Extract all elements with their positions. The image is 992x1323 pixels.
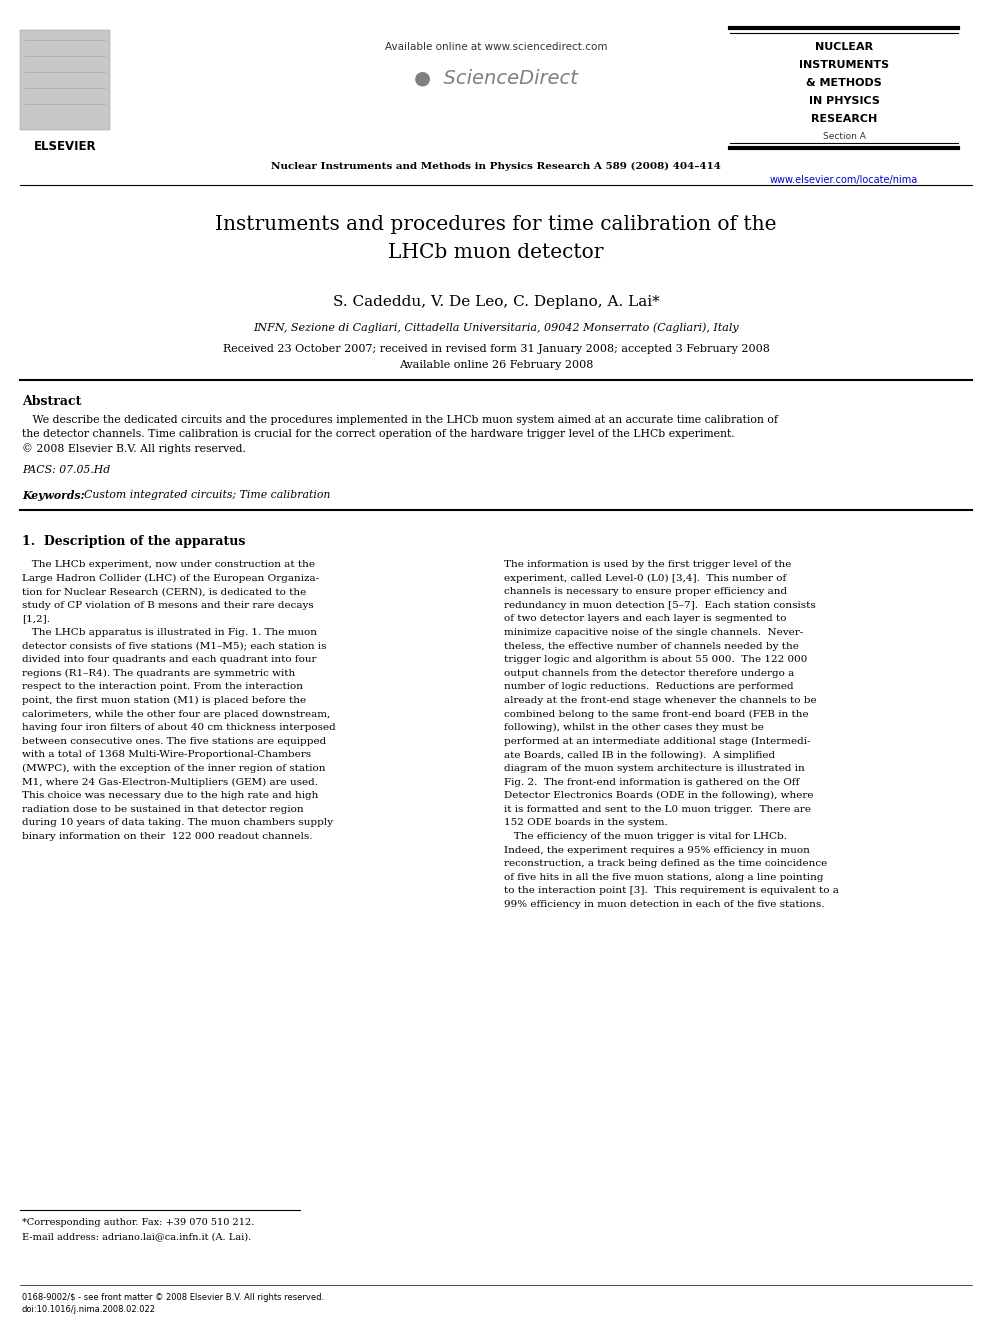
Text: Indeed, the experiment requires a 95% efficiency in muon: Indeed, the experiment requires a 95% ef…	[504, 845, 809, 855]
Text: [1,2].: [1,2].	[22, 614, 50, 623]
Text: NUCLEAR: NUCLEAR	[815, 42, 873, 52]
Text: point, the first muon station (M1) is placed before the: point, the first muon station (M1) is pl…	[22, 696, 307, 705]
Text: calorimeters, while the other four are placed downstream,: calorimeters, while the other four are p…	[22, 709, 330, 718]
Text: The information is used by the first trigger level of the: The information is used by the first tri…	[504, 560, 792, 569]
Text: divided into four quadrants and each quadrant into four: divided into four quadrants and each qua…	[22, 655, 316, 664]
Text: diagram of the muon system architecture is illustrated in: diagram of the muon system architecture …	[504, 763, 805, 773]
Text: ●  ScienceDirect: ● ScienceDirect	[414, 67, 578, 87]
Text: of five hits in all the five muon stations, along a line pointing: of five hits in all the five muon statio…	[504, 873, 823, 882]
Text: & METHODS: & METHODS	[806, 78, 882, 89]
Text: S. Cadeddu, V. De Leo, C. Deplano, A. Lai*: S. Cadeddu, V. De Leo, C. Deplano, A. La…	[332, 295, 660, 310]
Text: experiment, called Level-0 (L0) [3,4].  This number of: experiment, called Level-0 (L0) [3,4]. T…	[504, 574, 787, 582]
Text: The efficiency of the muon trigger is vital for LHCb.: The efficiency of the muon trigger is vi…	[504, 832, 787, 841]
Text: PACS: 07.05.Hd: PACS: 07.05.Hd	[22, 464, 110, 475]
Text: already at the front-end stage whenever the channels to be: already at the front-end stage whenever …	[504, 696, 816, 705]
Text: ate Boards, called IB in the following).  A simplified: ate Boards, called IB in the following).…	[504, 750, 775, 759]
Text: number of logic reductions.  Reductions are performed: number of logic reductions. Reductions a…	[504, 683, 794, 692]
Text: 152 ODE boards in the system.: 152 ODE boards in the system.	[504, 819, 668, 827]
Text: detector consists of five stations (M1–M5); each station is: detector consists of five stations (M1–M…	[22, 642, 326, 651]
Text: E-mail address: adriano.lai@ca.infn.it (A. Lai).: E-mail address: adriano.lai@ca.infn.it (…	[22, 1232, 251, 1241]
Text: with a total of 1368 Multi-Wire-Proportional-Chambers: with a total of 1368 Multi-Wire-Proporti…	[22, 750, 311, 759]
Text: *Corresponding author. Fax: +39 070 510 212.: *Corresponding author. Fax: +39 070 510 …	[22, 1218, 254, 1226]
Text: regions (R1–R4). The quadrants are symmetric with: regions (R1–R4). The quadrants are symme…	[22, 669, 296, 677]
Text: tion for Nuclear Research (CERN), is dedicated to the: tion for Nuclear Research (CERN), is ded…	[22, 587, 307, 597]
Text: Instruments and procedures for time calibration of the: Instruments and procedures for time cali…	[215, 216, 777, 234]
Text: radiation dose to be sustained in that detector region: radiation dose to be sustained in that d…	[22, 804, 304, 814]
Text: Large Hadron Collider (LHC) of the European Organiza-: Large Hadron Collider (LHC) of the Europ…	[22, 574, 319, 582]
Text: This choice was necessary due to the high rate and high: This choice was necessary due to the hig…	[22, 791, 318, 800]
Text: M1, where 24 Gas-Electron-Multipliers (GEM) are used.: M1, where 24 Gas-Electron-Multipliers (G…	[22, 778, 318, 787]
Text: Fig. 2.  The front-end information is gathered on the Off: Fig. 2. The front-end information is gat…	[504, 778, 800, 787]
Text: of two detector layers and each layer is segmented to: of two detector layers and each layer is…	[504, 614, 787, 623]
Text: 99% efficiency in muon detection in each of the five stations.: 99% efficiency in muon detection in each…	[504, 900, 824, 909]
Bar	[20, 30, 110, 130]
Text: (MWPC), with the exception of the inner region of station: (MWPC), with the exception of the inner …	[22, 763, 325, 773]
Text: binary information on their  122 000 readout channels.: binary information on their 122 000 read…	[22, 832, 312, 841]
Text: LHCb muon detector: LHCb muon detector	[388, 243, 604, 262]
Text: We describe the dedicated circuits and the procedures implemented in the LHCb mu: We describe the dedicated circuits and t…	[22, 415, 778, 425]
Text: minimize capacitive noise of the single channels.  Never-: minimize capacitive noise of the single …	[504, 628, 804, 636]
Text: Available online 26 February 2008: Available online 26 February 2008	[399, 360, 593, 370]
Text: Received 23 October 2007; received in revised form 31 January 2008; accepted 3 F: Received 23 October 2007; received in re…	[222, 344, 770, 355]
Text: Abstract: Abstract	[22, 396, 81, 407]
Text: following), whilst in the other cases they must be: following), whilst in the other cases th…	[504, 724, 764, 733]
Text: INSTRUMENTS: INSTRUMENTS	[799, 60, 889, 70]
Text: Section A: Section A	[822, 132, 865, 142]
Text: Custom integrated circuits; Time calibration: Custom integrated circuits; Time calibra…	[84, 490, 330, 500]
Text: output channels from the detector therefore undergo a: output channels from the detector theref…	[504, 669, 795, 677]
Text: it is formatted and sent to the L0 muon trigger.  There are: it is formatted and sent to the L0 muon …	[504, 804, 811, 814]
Text: during 10 years of data taking. The muon chambers supply: during 10 years of data taking. The muon…	[22, 819, 333, 827]
Text: RESEARCH: RESEARCH	[810, 114, 877, 124]
Text: 1.  Description of the apparatus: 1. Description of the apparatus	[22, 534, 245, 548]
Text: Nuclear Instruments and Methods in Physics Research A 589 (2008) 404–414: Nuclear Instruments and Methods in Physi…	[271, 161, 721, 171]
Text: INFN, Sezione di Cagliari, Cittadella Universitaria, 09042 Monserrato (Cagliari): INFN, Sezione di Cagliari, Cittadella Un…	[253, 321, 739, 332]
Text: combined belong to the same front-end board (FEB in the: combined belong to the same front-end bo…	[504, 709, 808, 718]
Text: trigger logic and algorithm is about 55 000.  The 122 000: trigger logic and algorithm is about 55 …	[504, 655, 807, 664]
Text: to the interaction point [3].  This requirement is equivalent to a: to the interaction point [3]. This requi…	[504, 886, 839, 896]
Text: The LHCb experiment, now under construction at the: The LHCb experiment, now under construct…	[22, 560, 315, 569]
Text: channels is necessary to ensure proper efficiency and: channels is necessary to ensure proper e…	[504, 587, 787, 597]
Text: having four iron filters of about 40 cm thickness interposed: having four iron filters of about 40 cm …	[22, 724, 335, 732]
Text: between consecutive ones. The five stations are equipped: between consecutive ones. The five stati…	[22, 737, 326, 746]
Text: 0168-9002/$ - see front matter © 2008 Elsevier B.V. All rights reserved.: 0168-9002/$ - see front matter © 2008 El…	[22, 1293, 324, 1302]
Text: Available online at www.sciencedirect.com: Available online at www.sciencedirect.co…	[385, 42, 607, 52]
Text: Keywords:: Keywords:	[22, 490, 88, 501]
Text: doi:10.1016/j.nima.2008.02.022: doi:10.1016/j.nima.2008.02.022	[22, 1304, 156, 1314]
Text: Detector Electronics Boards (ODE in the following), where: Detector Electronics Boards (ODE in the …	[504, 791, 813, 800]
Text: study of CP violation of B mesons and their rare decays: study of CP violation of B mesons and th…	[22, 601, 313, 610]
Text: performed at an intermediate additional stage (Intermedi-: performed at an intermediate additional …	[504, 737, 810, 746]
Text: IN PHYSICS: IN PHYSICS	[808, 97, 880, 106]
Text: redundancy in muon detection [5–7].  Each station consists: redundancy in muon detection [5–7]. Each…	[504, 601, 815, 610]
Text: theless, the effective number of channels needed by the: theless, the effective number of channel…	[504, 642, 799, 651]
Text: The LHCb apparatus is illustrated in Fig. 1. The muon: The LHCb apparatus is illustrated in Fig…	[22, 628, 317, 636]
Text: ELSEVIER: ELSEVIER	[34, 140, 96, 153]
Text: reconstruction, a track being defined as the time coincidence: reconstruction, a track being defined as…	[504, 859, 827, 868]
Text: the detector channels. Time calibration is crucial for the correct operation of : the detector channels. Time calibration …	[22, 429, 735, 439]
Text: respect to the interaction point. From the interaction: respect to the interaction point. From t…	[22, 683, 303, 692]
Text: www.elsevier.com/locate/nima: www.elsevier.com/locate/nima	[770, 175, 919, 185]
Text: © 2008 Elsevier B.V. All rights reserved.: © 2008 Elsevier B.V. All rights reserved…	[22, 443, 246, 454]
